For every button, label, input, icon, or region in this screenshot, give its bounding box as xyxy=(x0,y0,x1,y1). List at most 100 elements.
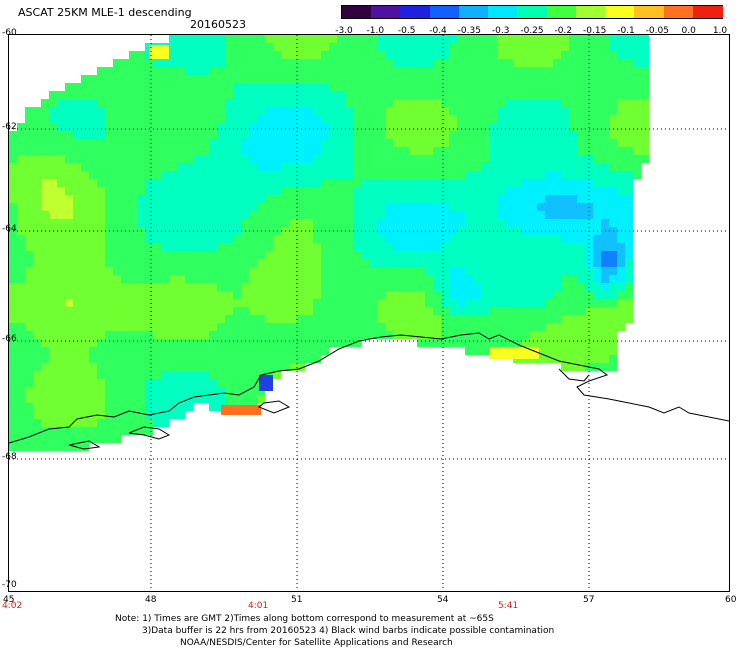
wind-cell xyxy=(577,107,585,115)
wind-cell xyxy=(593,339,601,347)
wind-cell xyxy=(569,283,577,291)
wind-cell xyxy=(417,259,425,267)
wind-cell xyxy=(641,83,649,91)
wind-cell xyxy=(153,355,161,363)
wind-cell xyxy=(193,155,201,163)
wind-cell xyxy=(81,411,89,419)
wind-cell xyxy=(337,59,345,67)
wind-cell xyxy=(569,43,577,51)
wind-cell xyxy=(481,59,489,67)
wind-cell xyxy=(25,251,33,259)
wind-cell xyxy=(353,163,361,171)
wind-cell xyxy=(257,131,265,139)
wind-cell xyxy=(481,235,489,243)
wind-cell xyxy=(321,291,329,299)
wind-cell xyxy=(17,195,25,203)
wind-cell xyxy=(609,171,617,179)
wind-cell xyxy=(249,339,257,347)
wind-cell xyxy=(353,115,361,123)
wind-cell xyxy=(177,347,185,355)
wind-cell xyxy=(65,107,73,115)
wind-cell xyxy=(193,299,201,307)
wind-cell xyxy=(569,219,577,227)
wind-cell xyxy=(9,403,17,411)
wind-cell xyxy=(569,99,577,107)
wind-cell xyxy=(497,187,505,195)
wind-cell xyxy=(609,155,617,163)
wind-cell xyxy=(73,299,81,307)
wind-cell xyxy=(513,59,521,67)
wind-cell xyxy=(545,187,553,195)
wind-cell xyxy=(369,259,377,267)
wind-cell xyxy=(161,203,169,211)
wind-cell xyxy=(337,267,345,275)
wind-cell xyxy=(489,331,497,339)
wind-cell xyxy=(113,99,121,107)
wind-cell xyxy=(345,195,353,203)
wind-cell xyxy=(409,171,417,179)
wind-cell xyxy=(457,171,465,179)
wind-cell xyxy=(489,99,497,107)
wind-cell xyxy=(609,307,617,315)
wind-cell xyxy=(225,251,233,259)
wind-cell xyxy=(561,283,569,291)
wind-cell xyxy=(489,323,497,331)
wind-cell xyxy=(209,123,217,131)
wind-cell xyxy=(569,131,577,139)
wind-cell xyxy=(257,91,265,99)
wind-cell xyxy=(25,203,33,211)
wind-cell xyxy=(449,171,457,179)
wind-cell xyxy=(41,379,49,387)
wind-cell xyxy=(313,259,321,267)
wind-cell xyxy=(129,275,137,283)
wind-cell xyxy=(609,163,617,171)
wind-cell xyxy=(81,251,89,259)
wind-cell xyxy=(361,235,369,243)
wind-cell xyxy=(241,259,249,267)
wind-cell xyxy=(81,403,89,411)
wind-cell xyxy=(545,91,553,99)
wind-cell xyxy=(241,203,249,211)
wind-cell xyxy=(161,91,169,99)
wind-cell xyxy=(97,323,105,331)
wind-cell xyxy=(393,323,401,331)
wind-cell xyxy=(385,155,393,163)
wind-cell xyxy=(201,59,209,67)
wind-cell xyxy=(321,347,329,355)
wind-cell xyxy=(417,91,425,99)
wind-cell xyxy=(529,155,537,163)
wind-cell xyxy=(217,171,225,179)
wind-cell xyxy=(25,419,33,427)
wind-cell xyxy=(505,115,513,123)
wind-cell xyxy=(545,67,553,75)
wind-cell xyxy=(329,91,337,99)
wind-cell xyxy=(481,99,489,107)
wind-cell xyxy=(601,179,609,187)
wind-cell xyxy=(425,187,433,195)
wind-cell xyxy=(545,347,553,355)
wind-cell xyxy=(209,243,217,251)
wind-cell xyxy=(593,171,601,179)
wind-cell xyxy=(97,123,105,131)
wind-cell xyxy=(41,323,49,331)
wind-cell xyxy=(89,195,97,203)
wind-cell xyxy=(401,163,409,171)
wind-cell xyxy=(289,339,297,347)
wind-cell xyxy=(129,195,137,203)
wind-cell xyxy=(601,35,609,43)
wind-cell xyxy=(425,331,433,339)
wind-cell xyxy=(601,91,609,99)
wind-cell xyxy=(449,291,457,299)
wind-cell xyxy=(625,243,633,251)
wind-cell xyxy=(105,259,113,267)
wind-cell xyxy=(257,267,265,275)
wind-cell xyxy=(225,267,233,275)
wind-cell xyxy=(137,51,145,59)
wind-cell xyxy=(41,347,49,355)
wind-cell xyxy=(17,139,25,147)
wind-cell xyxy=(209,275,217,283)
wind-cell xyxy=(49,315,57,323)
wind-cell xyxy=(249,363,257,371)
wind-cell xyxy=(177,315,185,323)
wind-cell xyxy=(465,139,473,147)
